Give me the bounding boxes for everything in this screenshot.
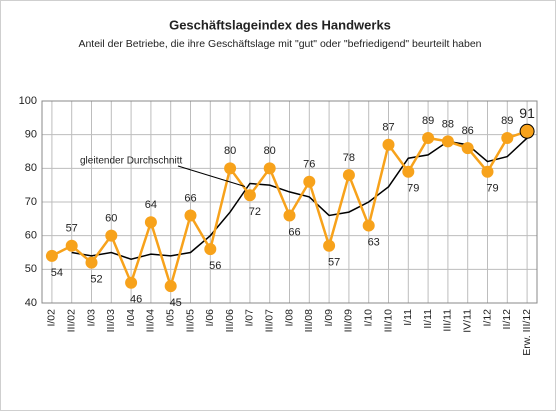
x-tick-label: I/06 (204, 309, 216, 327)
x-tick-label: I/12 (481, 309, 493, 327)
data-point (144, 216, 157, 229)
data-point (402, 165, 415, 178)
x-tick-label: III/03 (105, 309, 117, 333)
x-tick-label: I/04 (125, 309, 137, 327)
data-label: 78 (343, 152, 355, 164)
annotation-leader (177, 165, 246, 187)
y-tick-label: 60 (25, 230, 37, 242)
data-point (204, 243, 217, 256)
data-label: 66 (184, 192, 196, 204)
data-label: 45 (170, 297, 182, 309)
x-tick-label: III/04 (145, 309, 157, 333)
data-label: 89 (422, 115, 434, 127)
x-tick-label: III/08 (303, 309, 315, 333)
data-label: 76 (303, 159, 315, 171)
x-tick-label: I/09 (323, 309, 335, 327)
data-label: 79 (486, 183, 498, 195)
data-point (422, 132, 435, 145)
data-label: 87 (382, 122, 394, 134)
data-point (501, 132, 514, 145)
x-tick-label: I/05 (164, 309, 176, 327)
data-point (105, 229, 118, 242)
data-point (382, 138, 395, 151)
x-tick-label: I/10 (362, 309, 374, 327)
x-tick-label: III/07 (263, 309, 275, 333)
x-tick-label: III/05 (184, 309, 196, 333)
data-point (184, 209, 197, 222)
x-tick-label: I/08 (283, 309, 295, 327)
y-tick-label: 40 (25, 297, 37, 309)
data-label: 88 (442, 118, 454, 130)
x-tick-label: II/11 (422, 309, 434, 329)
data-label: 80 (264, 145, 276, 157)
data-label: 63 (368, 236, 380, 248)
data-point (461, 142, 474, 155)
data-label: 66 (288, 226, 300, 238)
data-label: 52 (90, 274, 102, 286)
x-tick-label: I/03 (85, 309, 97, 327)
data-point (362, 219, 375, 232)
data-point (45, 249, 58, 262)
x-tick-label: II/12 (501, 309, 513, 330)
data-point (85, 256, 98, 269)
x-tick-label: I/07 (244, 309, 256, 327)
y-tick-label: 100 (19, 95, 37, 107)
data-label: 56 (209, 260, 221, 272)
data-point (519, 123, 535, 139)
chart-subtitle: Anteil der Betriebe, die ihre Geschäftsl… (78, 38, 481, 50)
x-tick-label: IV/11 (461, 309, 473, 333)
x-tick-label: III/09 (343, 309, 355, 333)
data-label: 80 (224, 145, 236, 157)
data-point (224, 162, 237, 175)
x-tick-label: III/06 (224, 309, 236, 333)
y-tick-label: 80 (25, 162, 37, 174)
x-tick-label: I/11 (402, 309, 414, 326)
data-label: 91 (519, 105, 535, 121)
data-point (481, 165, 494, 178)
data-point (342, 169, 355, 182)
data-point (303, 175, 316, 188)
data-point (164, 280, 177, 293)
y-tick-label: 90 (25, 129, 37, 141)
y-tick-label: 70 (25, 196, 37, 208)
x-tick-label: Erw. III/12 (521, 309, 533, 356)
data-label: 46 (130, 294, 142, 306)
chart-title: Geschäftslageindex des Handwerks (169, 17, 391, 32)
data-label: 54 (51, 267, 63, 279)
data-point (323, 239, 336, 252)
annotation: gleitender Durchschnitt (80, 156, 182, 167)
x-tick-label: III/10 (382, 309, 394, 333)
data-label: 64 (145, 199, 157, 211)
data-point (125, 276, 138, 289)
plot-border (41, 100, 538, 304)
x-tick-label: III/11 (442, 309, 454, 332)
data-point (283, 209, 296, 222)
data-point (243, 189, 256, 202)
x-tick-label: I/02 (46, 309, 58, 327)
x-tick-label: III/02 (65, 309, 77, 333)
data-label: 79 (407, 183, 419, 195)
data-label: 86 (462, 125, 474, 137)
data-label: 57 (66, 223, 78, 235)
data-label: 89 (501, 115, 513, 127)
data-label: 60 (105, 213, 117, 225)
data-label: 72 (249, 206, 261, 218)
data-label: 57 (328, 257, 340, 269)
data-point (263, 162, 276, 175)
data-point (65, 239, 78, 252)
y-tick-label: 50 (25, 263, 37, 275)
data-point (441, 135, 454, 148)
